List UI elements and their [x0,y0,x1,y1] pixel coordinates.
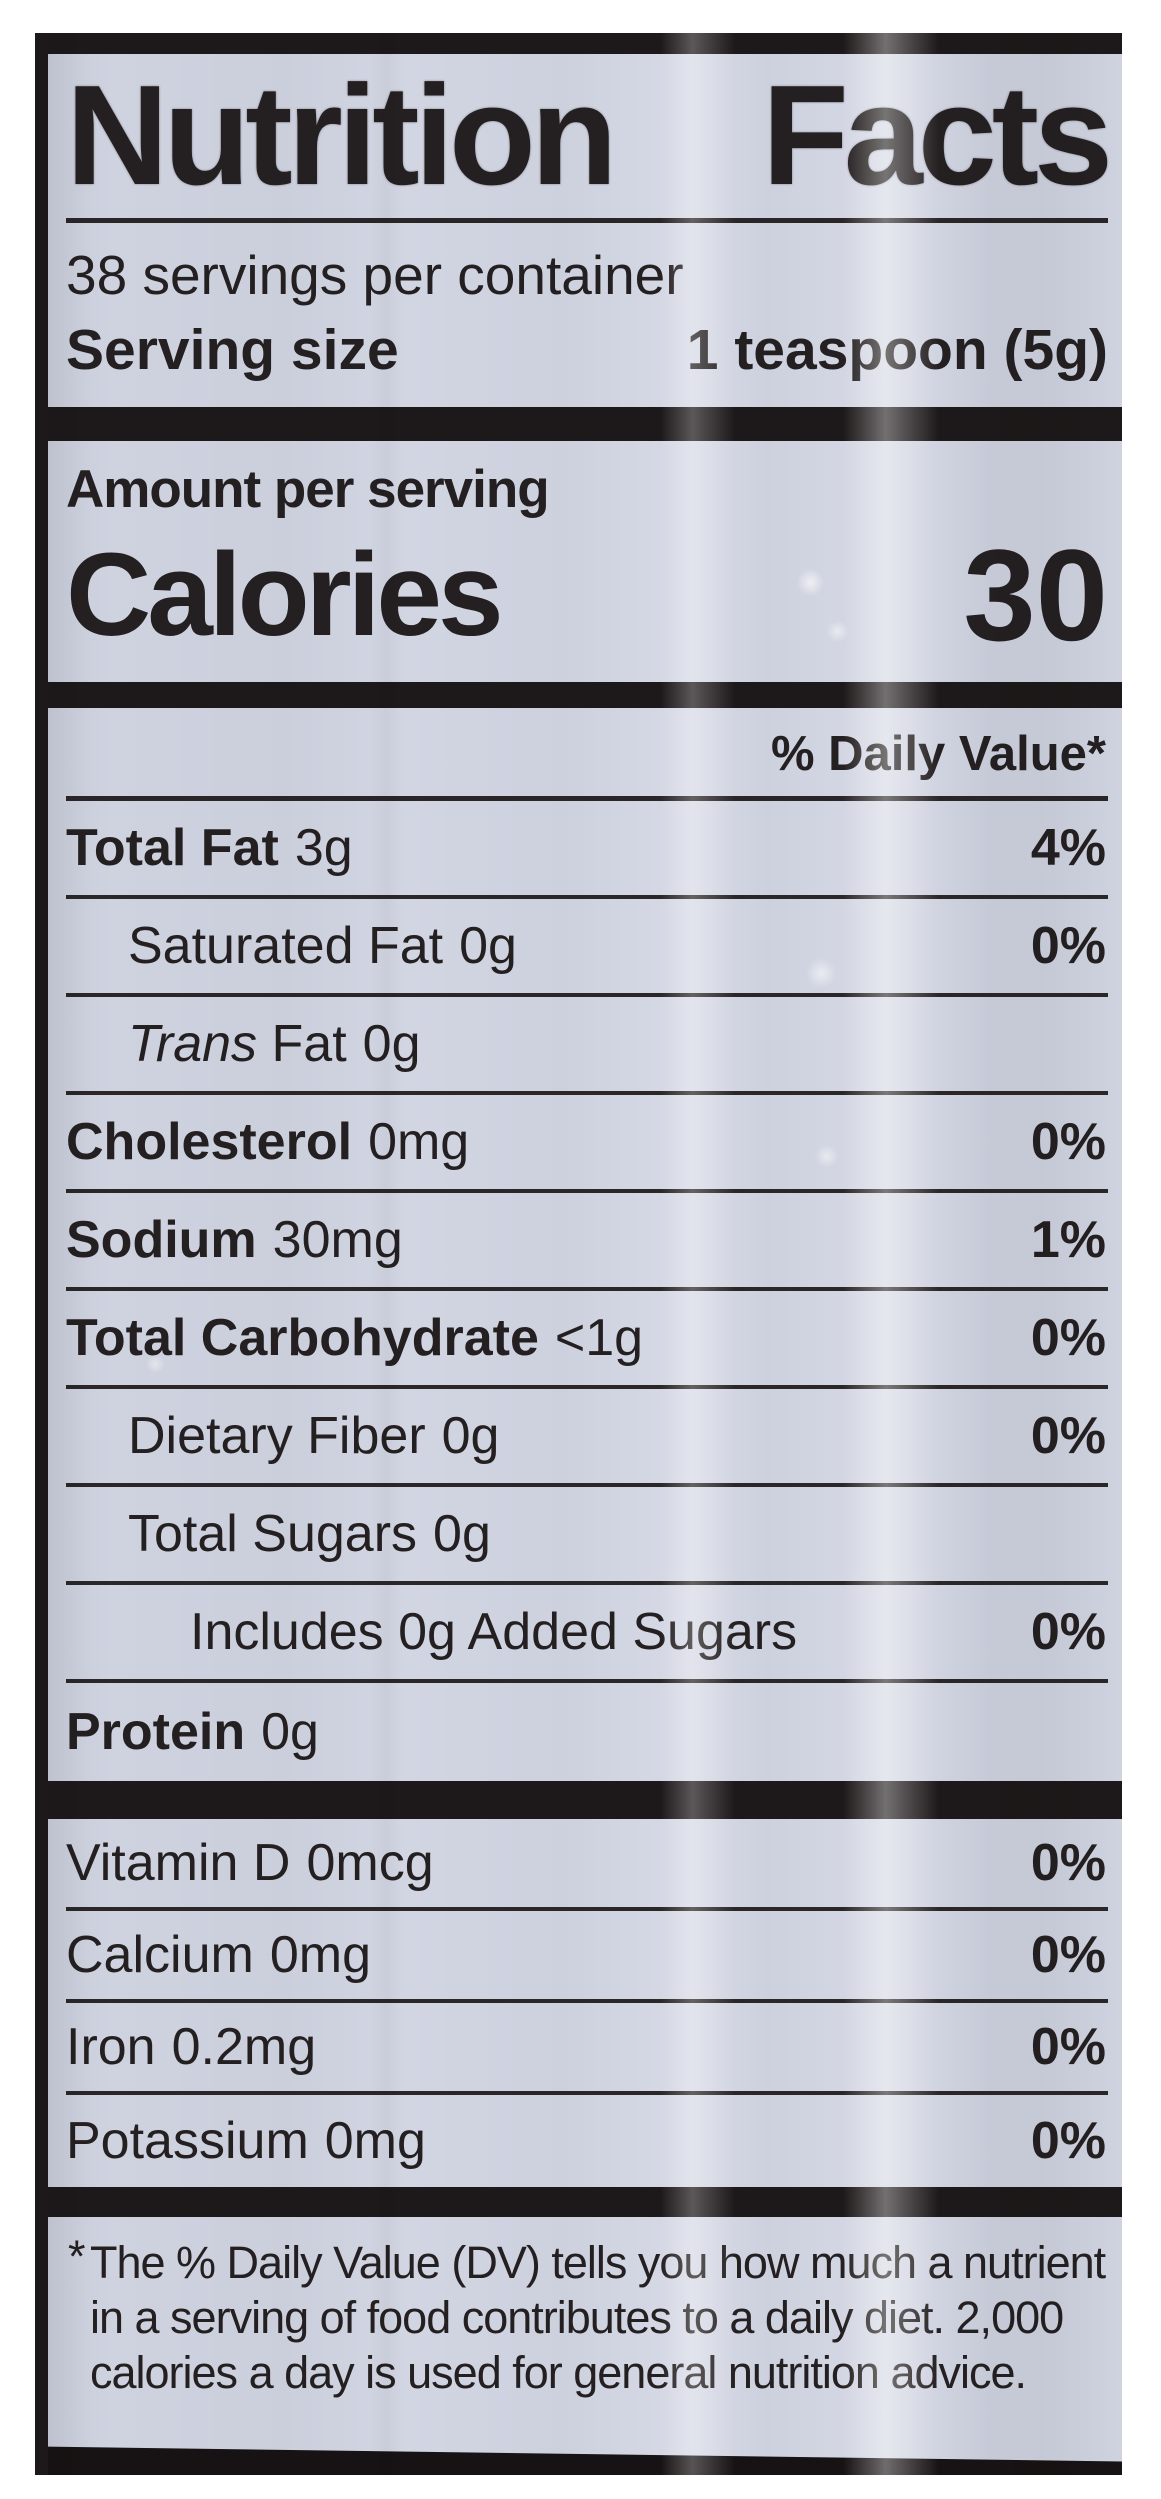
nutrient-amount: 0mcg [306,1833,434,1892]
calories-value: 30 [963,521,1108,668]
thick-divider-2 [48,681,1122,708]
nutrient-name: Sodium [66,1210,257,1269]
footnote-asterisk: * [68,2230,85,2282]
label-title: Nutrition Facts [66,56,1113,215]
nutrient-name: Includes 0g Added Sugars [190,1602,798,1661]
calories-row: Calories 30 [66,520,1108,676]
serving-size-value: 1 teaspoon (5g) [686,317,1108,382]
nutrient-dv: 0% [1030,1602,1106,1661]
nutrient-dv: 0% [1030,2017,1106,2076]
nutrient-amount: 0mg [269,1925,371,1984]
nutrient-amount: 3g [294,818,353,877]
nutrient-dv: 1% [1030,1210,1106,1269]
nutrient-name: Calcium [66,1925,254,1984]
nutrient-amount: 0.2mg [171,2017,317,2076]
thick-divider-1 [48,406,1122,441]
nutrient-name: Total Fat [66,818,279,877]
nutrient-row: Calcium 0mg 0% [66,1911,1108,2003]
vitamins-table: Vitamin D 0mcg 0% Calcium 0mg 0% Iron 0.… [66,1819,1108,2187]
servings-per-container: 38 servings per container [66,243,684,306]
nutrient-dv: 0% [1030,2111,1106,2170]
nutrient-name: Total Sugars [128,1504,418,1563]
nutrient-name: Total Carbohydrate [66,1308,539,1367]
nutrient-dv: 0% [1030,916,1106,975]
nutrient-amount: 0g [441,1406,500,1465]
nutrient-dv: 0% [1030,1833,1106,1892]
nutrient-amount: 0mg [324,2111,426,2170]
nutrient-name: Potassium [66,2111,309,2170]
nutrient-row: Potassium 0mg 0% [66,2095,1108,2187]
nutrient-row: Protein 0g [66,1683,1108,1781]
thick-divider-4 [48,2186,1122,2217]
nutrient-row: Total Sugars 0g [66,1487,1108,1585]
nutrient-dv: 4% [1030,818,1106,877]
nutrient-dv: 0% [1030,1112,1106,1171]
nutrient-dv: 0% [1030,1406,1106,1465]
footnote-line: The % Daily Value (DV) tells you how muc… [90,2236,1106,2288]
nutrient-name: Trans Fat [128,1014,347,1073]
footnote: * The % Daily Value (DV) tells you how m… [66,2217,1108,2400]
nutrients-table: Total Fat 3g 4% Saturated Fat 0g 0% Tran… [66,801,1108,1781]
nutrient-name: Dietary Fiber [128,1406,426,1465]
nutrient-dv: 0% [1030,1308,1106,1367]
nutrient-name: Cholesterol [66,1112,353,1171]
nutrient-amount: 0g [261,1702,319,1761]
nutrient-row: Cholesterol 0mg 0% [66,1095,1108,1193]
label-bottom-edge [48,2446,1122,2475]
footnote-line: calories a day is used for general nutri… [90,2346,1027,2398]
daily-value-header: % Daily Value* [770,726,1106,781]
serving-size-row: Serving size 1 teaspoon (5g) [66,309,1108,407]
amount-per-serving-label: Amount per serving [66,459,550,519]
nutrient-row: Iron 0.2mg 0% [66,2003,1108,2095]
calories-label: Calories [66,528,504,661]
nutrient-row: Sodium 30mg 1% [66,1193,1108,1291]
nutrient-amount: 30mg [272,1210,403,1269]
nutrient-amount: 0g [362,1014,421,1073]
footnote-line: in a serving of food contributes to a da… [90,2291,1064,2343]
nutrient-row: Total Fat 3g 4% [66,801,1108,899]
nutrient-amount: <1g [554,1308,644,1367]
nutrient-dv: 0% [1030,1925,1106,1984]
nutrient-row: Vitamin D 0mcg 0% [66,1819,1108,1911]
thick-divider-3 [48,1780,1122,1819]
nutrient-row: Saturated Fat 0g 0% [66,899,1108,997]
nutrition-label: Nutrition Facts 38 servings per containe… [35,33,1122,2475]
nutrient-row: Includes 0g Added Sugars 0% [66,1585,1108,1683]
title-divider [66,217,1108,223]
nutrient-row: Total Carbohydrate <1g 0% [66,1291,1108,1389]
nutrient-row: Dietary Fiber 0g 0% [66,1389,1108,1487]
nutrient-row: Trans Fat 0g [66,997,1108,1095]
nutrient-name: Iron [66,2017,156,2076]
nutrient-name: Protein [66,1702,246,1761]
nutrient-name: Saturated Fat [128,916,444,975]
nutrient-amount: 0g [459,916,517,975]
nutrient-name: Vitamin D [66,1833,291,1892]
nutrient-amount: 0mg [368,1112,470,1171]
serving-size-label: Serving size [66,317,399,382]
nutrient-amount: 0g [433,1504,491,1563]
